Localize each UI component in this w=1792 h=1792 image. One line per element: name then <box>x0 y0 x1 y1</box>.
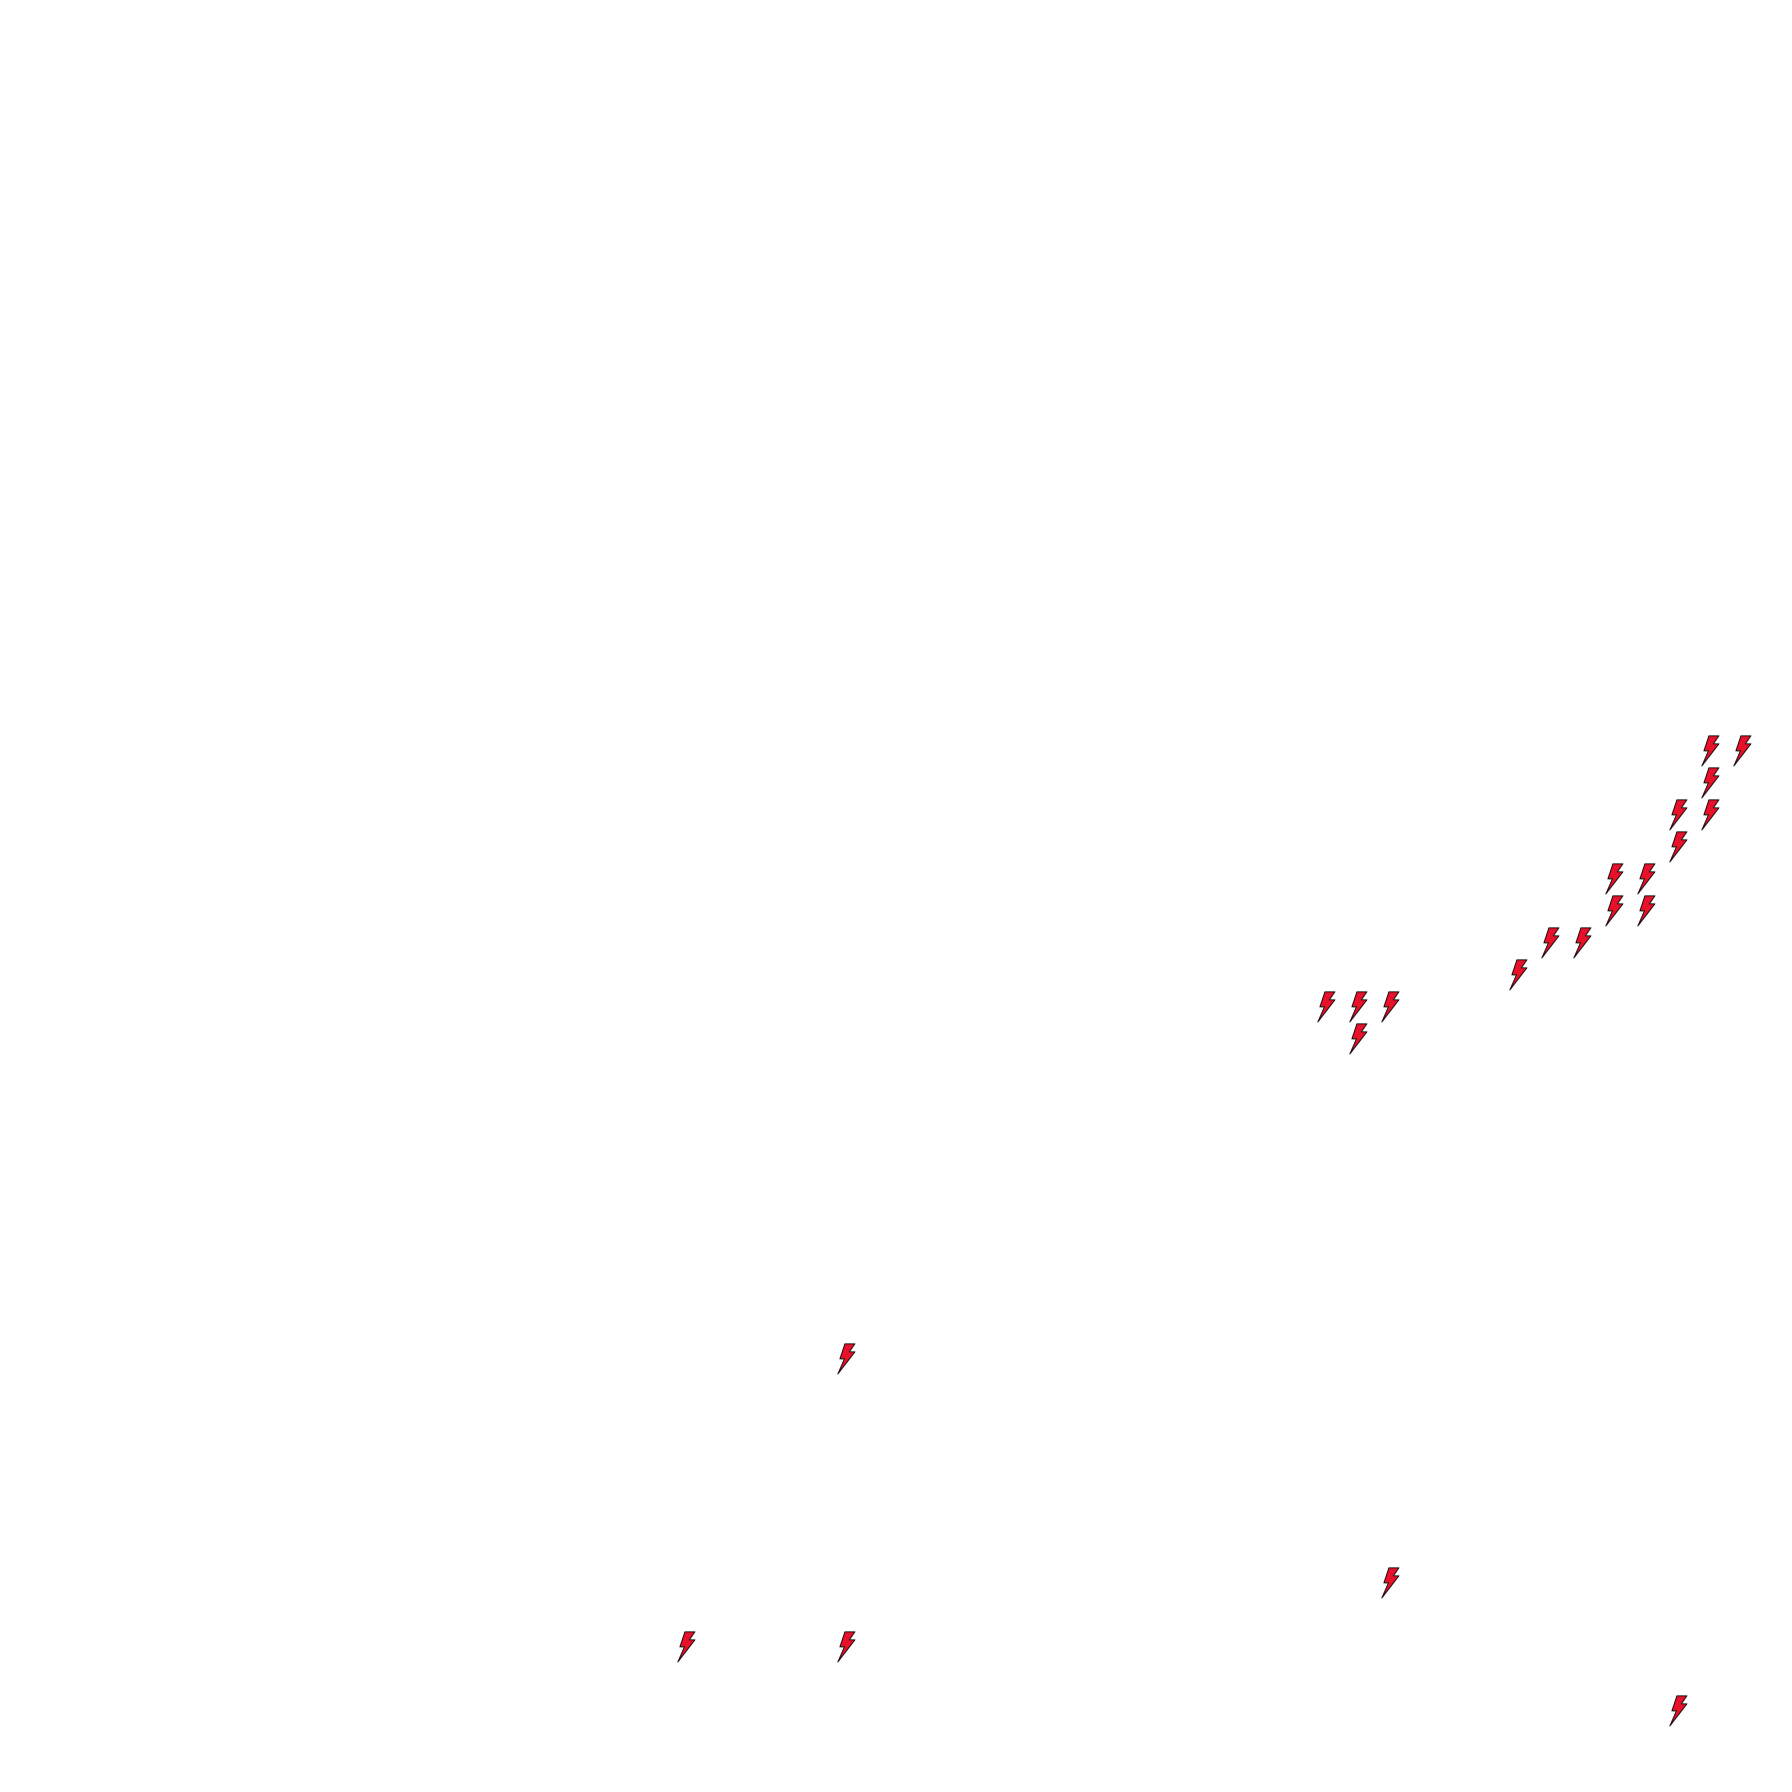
map-background <box>0 0 1792 1792</box>
page: (() => { JSON.parse(document.getElementB… <box>0 0 1792 1792</box>
map-canvas <box>0 0 1792 1792</box>
